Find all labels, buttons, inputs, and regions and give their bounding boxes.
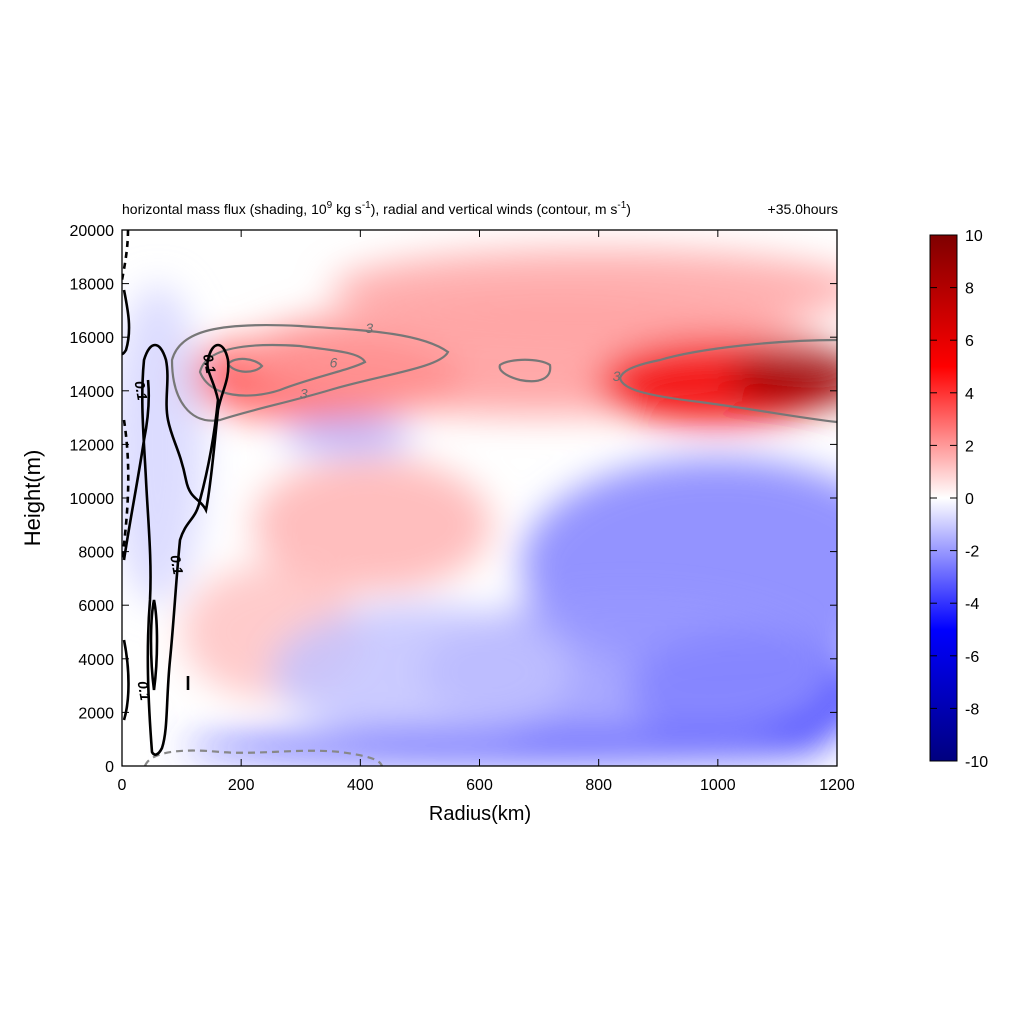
shading-region bbox=[282, 417, 414, 456]
x-tick-label: 800 bbox=[585, 777, 612, 794]
y-tick-label: 16000 bbox=[70, 330, 115, 347]
contour-labels: 3 6 3 3 0.1 0.1 0.1 0.1 bbox=[132, 320, 621, 702]
plot-area bbox=[122, 230, 837, 766]
contour-0.1-small bbox=[149, 599, 159, 691]
colorbar-tick-label: -4 bbox=[965, 596, 979, 613]
contour-6 bbox=[198, 343, 367, 397]
chart-title: horizontal mass flux (shading, 109 kg s-… bbox=[122, 200, 631, 217]
x-tick-label: 1000 bbox=[700, 777, 736, 794]
y-tick-label: 20000 bbox=[70, 223, 115, 240]
colorbar-tick-label: -6 bbox=[965, 649, 979, 666]
y-tick-label: 10000 bbox=[70, 491, 115, 508]
shading-region bbox=[253, 457, 492, 592]
shading-region bbox=[181, 731, 837, 764]
x-axis-label: Radius(km) bbox=[429, 803, 531, 825]
contour-3-mid bbox=[498, 358, 552, 383]
y-tick-label: 6000 bbox=[78, 598, 114, 615]
heatmap-shading bbox=[122, 248, 837, 764]
shading-region bbox=[729, 347, 837, 407]
contour-3-right bbox=[618, 338, 837, 424]
y-tick-label: 14000 bbox=[70, 384, 115, 401]
y-tick-label: 4000 bbox=[78, 652, 114, 669]
radial-wind-contour-dashed bbox=[143, 749, 384, 766]
contour-label: 3 bbox=[300, 386, 308, 402]
time-label: +35.0hours bbox=[768, 201, 838, 217]
colorbar-tick-label: -10 bbox=[965, 754, 988, 771]
y-tick-label: 8000 bbox=[78, 545, 114, 562]
x-tick-label: 0 bbox=[118, 777, 127, 794]
colorbar-tick-label: -8 bbox=[965, 701, 979, 718]
contour-label: 0.1 bbox=[132, 380, 151, 402]
contour-0.1-strip bbox=[122, 379, 151, 561]
x-tick-label: 200 bbox=[228, 777, 255, 794]
colorbar-tick-label: 6 bbox=[965, 333, 974, 350]
colorbar-ticks: -10 -8 -6 -4 -2 0 2 4 6 8 10 bbox=[930, 228, 988, 771]
contour-label: 0.1 bbox=[167, 554, 186, 576]
colorbar-tick-label: 0 bbox=[965, 491, 974, 508]
contour-label: 6 bbox=[330, 355, 338, 371]
x-axis: 0 200 400 600 800 1000 1200 bbox=[118, 230, 855, 794]
colorbar-tick-label: 10 bbox=[965, 228, 983, 245]
contour-label: 3 bbox=[613, 368, 621, 384]
contour-6-inner bbox=[226, 357, 264, 373]
colorbar-tick-label: 4 bbox=[965, 386, 974, 403]
x-tick-label: 1200 bbox=[819, 777, 855, 794]
vertical-wind-contour-dashed bbox=[122, 230, 130, 561]
contour-0.1-bottom bbox=[122, 639, 130, 721]
colorbar-tick-label: 8 bbox=[965, 281, 974, 298]
y-axis: 0 2000 4000 6000 8000 10000 12000 14000 16000 180… bbox=[70, 223, 837, 776]
contour-label: 3 bbox=[365, 320, 373, 336]
y-tick-label: 2000 bbox=[78, 705, 114, 722]
contour-0.1-main bbox=[141, 343, 230, 756]
vertical-wind-contours bbox=[122, 289, 230, 756]
shading-region bbox=[330, 248, 837, 330]
y-axis-label: Height(m) bbox=[20, 450, 45, 547]
y-tick-label: 0 bbox=[105, 759, 114, 776]
x-tick-label: 400 bbox=[347, 777, 374, 794]
shading-region bbox=[270, 605, 569, 740]
y-tick-label: 12000 bbox=[70, 437, 115, 454]
colorbar-tick-label: -2 bbox=[965, 544, 979, 561]
colorbar-tick-label: 2 bbox=[965, 438, 974, 455]
contour-label: 0.1 bbox=[135, 680, 154, 702]
contour-0.1-left bbox=[122, 289, 131, 356]
y-tick-label: 18000 bbox=[70, 277, 115, 294]
x-tick-label: 600 bbox=[466, 777, 493, 794]
contour-label: 0.1 bbox=[200, 353, 219, 375]
